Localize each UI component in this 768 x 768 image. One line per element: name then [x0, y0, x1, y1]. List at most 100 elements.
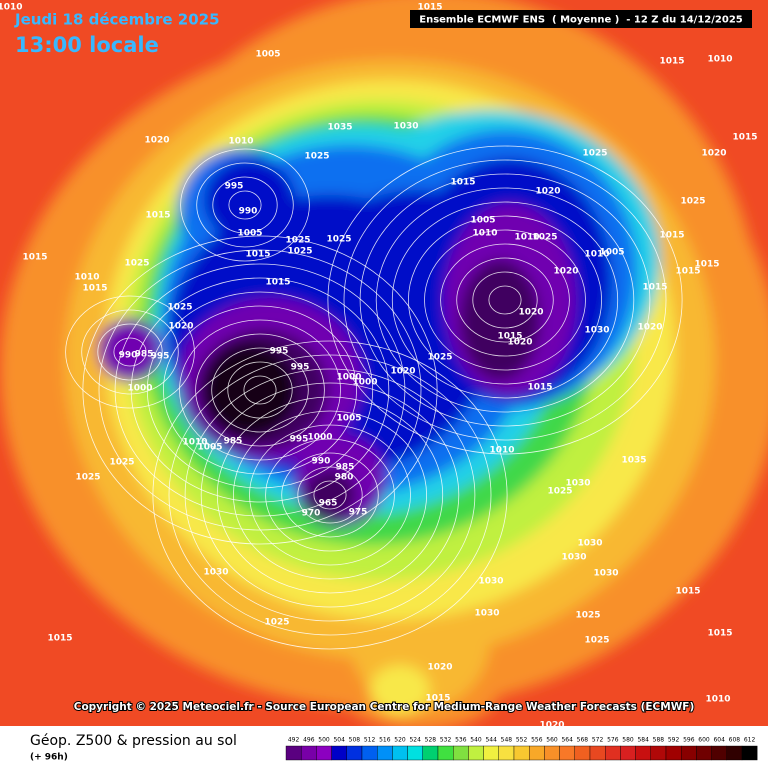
colorbar-swatch	[529, 745, 545, 761]
colorbar-swatch	[361, 745, 378, 761]
isobar-line	[327, 145, 683, 455]
isobar-label: 1015	[694, 260, 719, 270]
model-info: Ensemble ECMWF ENS ( Moyenne ) - 12 Z du…	[419, 15, 743, 26]
colorbar-tick-label: 580	[622, 737, 634, 744]
isobar-label: 1020	[427, 663, 452, 673]
isobar-label: 1030	[474, 609, 499, 619]
isobar-label: 995	[225, 182, 244, 192]
colorbar-tick-label: 536	[455, 737, 467, 744]
isobar-line	[249, 424, 411, 566]
isobar-label: 1010	[0, 3, 23, 13]
isobar-line	[113, 337, 147, 367]
field-contour	[98, 318, 162, 382]
isobar-label: 1025	[547, 487, 572, 497]
colorbar-swatch	[681, 745, 697, 761]
colorbar-tick-label: 604	[713, 737, 725, 744]
isobar-label: 1015	[497, 332, 522, 342]
isobar-label: 965	[319, 499, 338, 509]
model-info-box	[410, 10, 752, 28]
colorbar-tick-label: 520	[394, 737, 406, 744]
colorbar-tick-label: 576	[607, 737, 619, 744]
isobar-line	[196, 162, 294, 248]
isobar-line	[343, 159, 667, 441]
isobar-line	[184, 368, 476, 622]
isobar-label: 1020	[390, 367, 415, 377]
isobar-label: 985	[224, 437, 243, 447]
isobar-lines	[65, 145, 683, 650]
isobar-label: 1015	[675, 267, 700, 277]
colorbar-tick-label: 496	[303, 737, 315, 744]
isobar-line	[359, 173, 651, 427]
isobar-label: 1020	[539, 721, 564, 731]
colorbar-tick-label: 508	[349, 737, 361, 744]
isobar-label: 990	[239, 207, 258, 217]
isobar-line	[281, 452, 379, 538]
colorbar-swatch	[422, 745, 439, 761]
colorbar-swatch	[559, 745, 575, 761]
isobar-label: 1020	[144, 136, 169, 146]
isobar-label: 1015	[707, 629, 732, 639]
field-contour	[204, 158, 296, 242]
isobar-label: 1030	[565, 479, 590, 489]
colorbar-tick-label: 544	[485, 737, 497, 744]
colorbar: 492 496 500 504 508 512 516 520 524 528 532 536 540 5…	[285, 737, 758, 761]
isobar-line	[488, 285, 522, 315]
isobar-line	[146, 291, 374, 489]
colorbar-swatch	[711, 745, 727, 761]
isobar-line	[243, 375, 277, 405]
isobar-label: 1010	[707, 55, 732, 65]
footer-title: Géop. Z500 & pression au sol	[30, 733, 237, 749]
field-contour	[304, 469, 356, 521]
isobar-label: 1015	[642, 283, 667, 293]
isobar-label: 1005	[197, 443, 222, 453]
isobar-label: 1025	[109, 458, 134, 468]
isobar-label: 1035	[327, 123, 352, 133]
forecast-date: Jeudi 18 décembre 2025	[14, 11, 220, 29]
colorbar-swatch	[453, 745, 469, 761]
colorbar-tick-label: 524	[409, 737, 421, 744]
isobar-label: 1025	[575, 611, 600, 621]
isobar-line	[407, 215, 602, 385]
isobar-line	[211, 347, 309, 433]
isobar-label: 1035	[621, 456, 646, 466]
colorbar-tick-label: 584	[637, 737, 649, 744]
isobar-label: 1025	[680, 197, 705, 207]
isobar-label: 1010	[514, 233, 539, 243]
lead-time: (+ 96h)	[30, 753, 68, 763]
isobar-line	[424, 229, 586, 371]
isobar-label: 1025	[427, 353, 452, 363]
isobar-label: 1020	[535, 187, 560, 197]
colorbar-tick-label: 552	[516, 737, 528, 744]
isobar-label: 995	[291, 363, 310, 373]
colorbar-swatch	[392, 745, 408, 761]
isobar-label: 1000	[352, 378, 377, 388]
colorbar-swatch	[544, 745, 560, 761]
colorbar-tick-label: 528	[425, 737, 437, 744]
colorbar-swatch	[331, 745, 348, 761]
field-contour	[460, 260, 540, 380]
isobar-label: 1020	[553, 267, 578, 277]
isobar-line	[200, 382, 460, 608]
colorbar-swatch	[346, 745, 363, 761]
isobar-line	[130, 277, 390, 503]
isobar-label: 1010	[584, 250, 609, 260]
colorbar-tick-label: 504	[333, 737, 345, 744]
isobar-label: 1015	[425, 694, 450, 704]
isobar-label: 1005	[237, 229, 262, 239]
colorbar-tick-label: 564	[561, 737, 573, 744]
isobar-label: 1000	[336, 373, 361, 383]
colorbar-swatch	[316, 745, 332, 761]
isobar-label: 1020	[637, 323, 662, 333]
isobar-line	[440, 243, 570, 357]
isobar-line	[232, 410, 427, 580]
isobar-label: 1025	[584, 636, 609, 646]
isobar-line	[265, 438, 395, 552]
isobar-label: 1005	[336, 414, 361, 424]
isobar-label: 1030	[584, 326, 609, 336]
colorbar-swatch	[513, 745, 530, 761]
isobar-label: 1015	[22, 253, 47, 263]
field-contour	[370, 665, 430, 715]
colorbar-swatch	[741, 745, 758, 761]
isobar-label: 1010	[705, 695, 730, 705]
